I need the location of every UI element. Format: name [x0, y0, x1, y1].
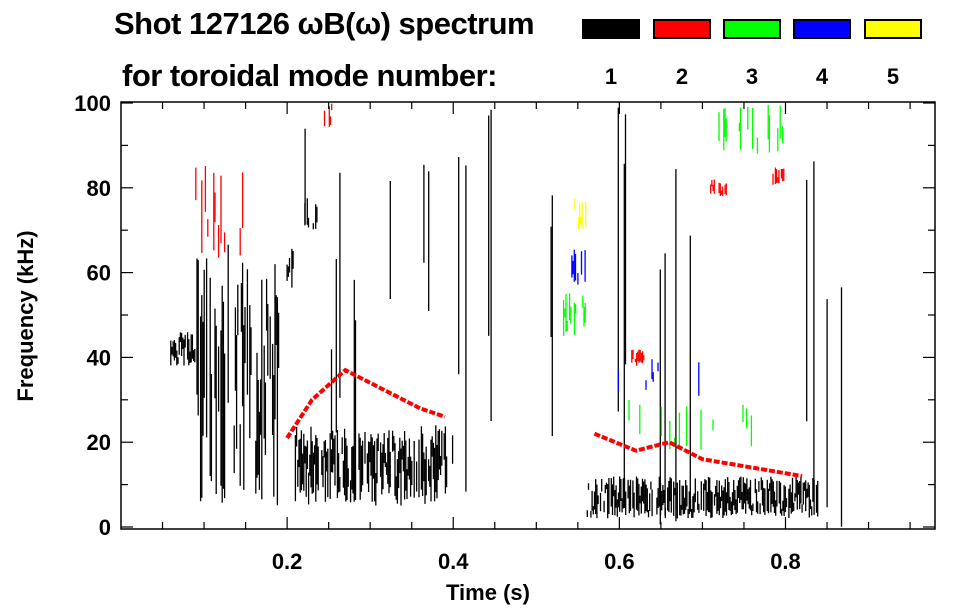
- legend-label-mode-5: 5: [886, 64, 900, 89]
- legend-swatch-mode-4: [793, 19, 851, 39]
- mode-2-chirp-line: [593, 431, 803, 479]
- legend-label-mode-3: 3: [745, 64, 759, 89]
- x-tick-label: 0.6: [604, 549, 635, 574]
- mode-2-chirp-line: [285, 367, 446, 440]
- legend-swatch-mode-3: [723, 19, 781, 39]
- y-tick-label: 40: [87, 345, 111, 370]
- chart-title: Shot 127126 ωB(ω) spectrum: [114, 6, 535, 41]
- legend-label-mode-2: 2: [675, 64, 689, 89]
- x-tick-label: 0.4: [438, 549, 469, 574]
- x-tick-label: 0.2: [272, 549, 303, 574]
- chart-subtitle: for toroidal mode number:: [122, 58, 498, 93]
- legend-swatch-mode-1: [582, 19, 640, 39]
- y-tick-label: 20: [87, 430, 111, 455]
- y-tick-label: 100: [74, 91, 111, 116]
- legend-label-mode-4: 4: [815, 64, 829, 89]
- y-axis-label: Frequency (kHz): [13, 230, 38, 401]
- y-tick-label: 80: [87, 176, 111, 201]
- legend-swatch-mode-2: [653, 19, 711, 39]
- legend-label-mode-1: 1: [604, 64, 618, 89]
- x-axis-label: Time (s): [446, 580, 530, 605]
- y-tick-label: 60: [87, 261, 111, 286]
- legend-swatch-mode-5: [864, 19, 922, 39]
- x-tick-label: 0.8: [770, 549, 801, 574]
- y-tick-label: 0: [99, 515, 111, 540]
